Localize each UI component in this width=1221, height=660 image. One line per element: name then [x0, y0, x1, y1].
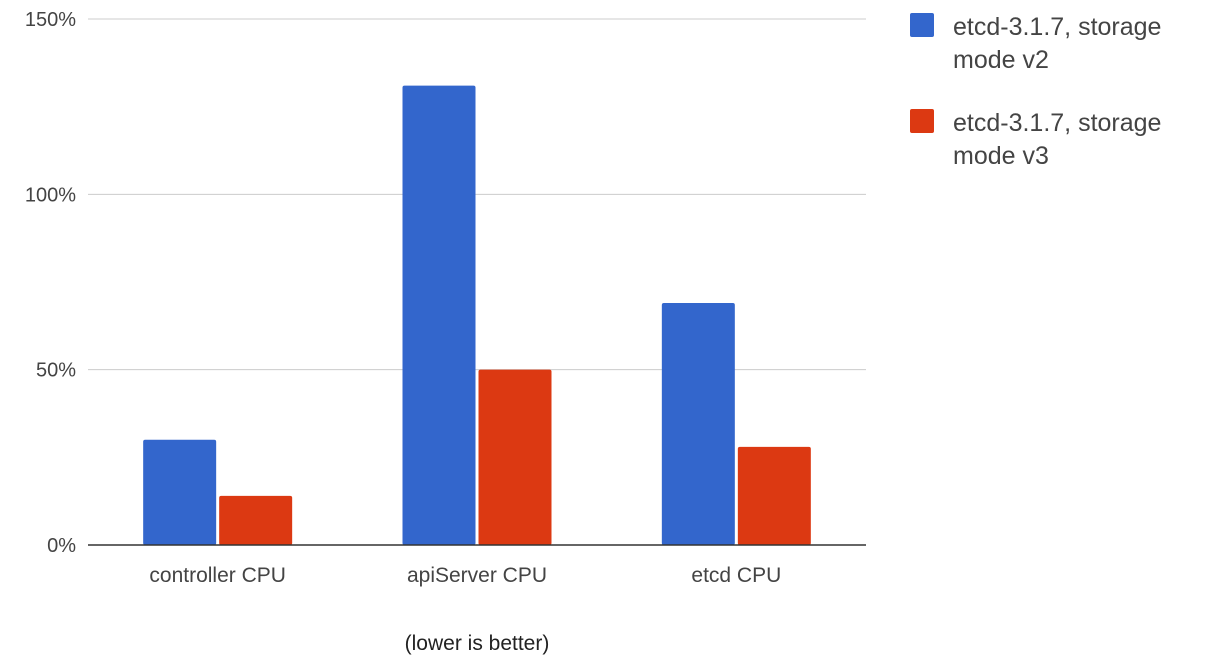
- legend: etcd-3.1.7, storage mode v2 etcd-3.1.7, st…: [910, 13, 1161, 170]
- legend-label: etcd-3.1.7, storage mode v3: [953, 109, 1161, 170]
- bar-v3-apiserver-cpu: [478, 369, 552, 545]
- legend-entry: etcd-3.1.7, storage mode v2: [910, 13, 1161, 74]
- legend-label: etcd-3.1.7, storage mode v2: [953, 13, 1161, 74]
- legend-swatch: [910, 109, 934, 133]
- x-category-label: etcd CPU: [691, 564, 781, 587]
- bar-v3-etcd-cpu: [737, 446, 811, 545]
- x-category-label: apiServer CPU: [407, 564, 547, 587]
- bar-v2-etcd-cpu: [661, 303, 735, 545]
- x-axis-category-labels: controller CPU apiServer CPU etcd CPU: [149, 564, 781, 587]
- bar-v3-controller-cpu: [219, 495, 293, 545]
- y-tick-label: 100%: [25, 184, 76, 206]
- bar-v2-controller-cpu: [143, 439, 217, 545]
- x-axis-label: (lower is better): [405, 632, 550, 655]
- y-tick-label: 50%: [36, 360, 76, 382]
- bar-v2-apiserver-cpu: [402, 85, 476, 546]
- y-axis-tick-labels: 0% 50% 100% 150%: [25, 9, 76, 557]
- y-tick-label: 0%: [47, 535, 76, 557]
- x-category-label: controller CPU: [149, 564, 286, 587]
- y-tick-label: 150%: [25, 9, 76, 31]
- bars: [143, 85, 811, 546]
- gridlines: [88, 18, 866, 371]
- legend-swatch: [910, 13, 934, 37]
- legend-entry: etcd-3.1.7, storage mode v3: [910, 109, 1161, 170]
